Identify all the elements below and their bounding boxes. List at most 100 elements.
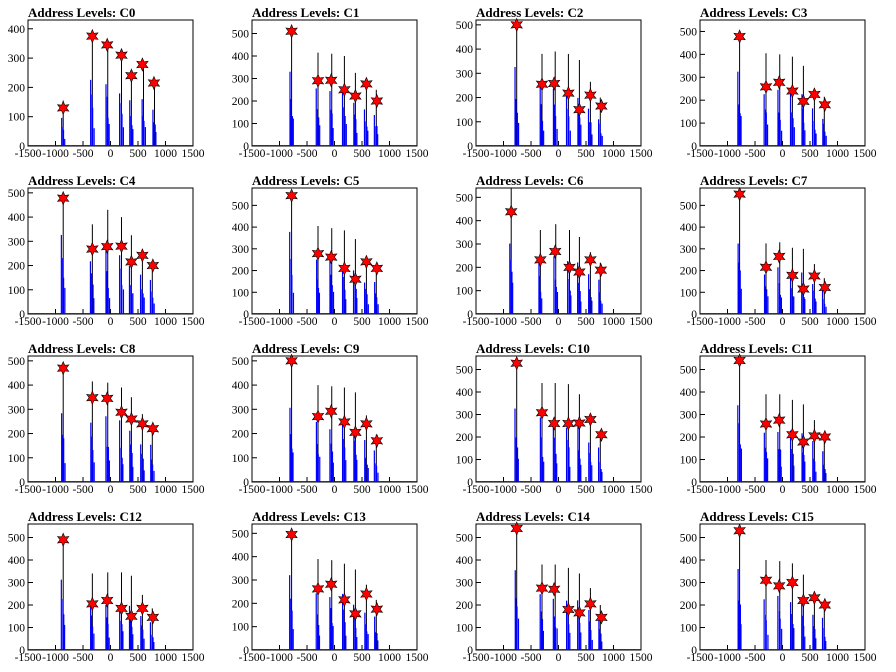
- peak-cluster: [61, 363, 66, 482]
- y-tick-label: 400: [8, 24, 26, 36]
- x-tick-label: -1000: [266, 316, 293, 328]
- peak-cluster: [105, 572, 110, 650]
- peak-cluster: [737, 31, 742, 146]
- peak-marker: [772, 75, 786, 90]
- x-tick-label: 1000: [826, 484, 849, 496]
- chart-panel-c12: Address Levels: C12 0 100 200 300 400 500 -1500…: [8, 509, 205, 664]
- chart-panel-c2: Address Levels: C20100200300400500-1500-…: [456, 5, 653, 160]
- peak-marker: [285, 353, 298, 369]
- peak-marker: [146, 258, 160, 273]
- peak-marker: [360, 254, 373, 270]
- peak-marker: [311, 409, 325, 424]
- y-tick-label: 200: [232, 96, 250, 108]
- y-tick-label: 200: [8, 429, 26, 441]
- peak-cluster: [801, 574, 806, 650]
- x-tick-label: -1500: [15, 316, 42, 328]
- peak-marker: [100, 37, 114, 53]
- y-tick-label: 0: [467, 477, 473, 489]
- y-tick-label: 300: [680, 578, 698, 590]
- peak-marker: [311, 73, 325, 89]
- x-tick-label: -1000: [490, 652, 517, 664]
- y-tick-label: 400: [232, 380, 250, 392]
- peak-marker: [125, 608, 138, 624]
- peak-cluster: [341, 230, 347, 314]
- x-tick-label: 0: [108, 316, 114, 328]
- peak-marker: [759, 79, 773, 95]
- x-tick-label: 500: [801, 148, 819, 160]
- y-tick-label: 200: [680, 95, 698, 107]
- peak-cluster: [552, 564, 558, 650]
- y-tick-label: 300: [680, 244, 698, 256]
- y-tick-label: 100: [232, 287, 250, 299]
- y-tick-label: 200: [456, 600, 474, 612]
- x-tick-label: 500: [577, 652, 595, 664]
- peak-cluster: [329, 560, 334, 650]
- x-tick-label: 0: [556, 484, 562, 496]
- peak-cluster: [538, 230, 543, 314]
- peak-marker: [370, 261, 384, 276]
- peak-marker: [786, 575, 799, 590]
- peak-marker: [338, 592, 351, 608]
- y-tick-label: 0: [19, 645, 25, 657]
- x-tick-label: 1000: [826, 148, 849, 160]
- plot-frame: [251, 355, 418, 483]
- peak-marker: [534, 252, 547, 268]
- peak-marker: [818, 429, 832, 445]
- peak-marker: [808, 268, 821, 284]
- panel-title: Address Levels: C1: [252, 5, 359, 20]
- peak-cluster: [552, 383, 558, 482]
- y-tick-label: 0: [19, 477, 25, 489]
- y-tick-label: 0: [243, 309, 249, 321]
- peak-cluster: [363, 87, 369, 146]
- peak-marker: [360, 76, 373, 92]
- peak-marker: [338, 414, 351, 430]
- peak-marker: [797, 281, 810, 297]
- y-tick-label: 400: [232, 552, 250, 564]
- peak-cluster: [539, 383, 545, 482]
- peak-marker: [733, 353, 746, 368]
- x-tick-label: 1500: [630, 148, 653, 160]
- peak-cluster: [777, 54, 783, 146]
- peak-marker: [115, 601, 128, 616]
- x-tick-label: -1500: [463, 484, 490, 496]
- x-tick-label: 1500: [854, 652, 877, 664]
- y-tick-label: 0: [19, 309, 25, 321]
- panel-title: Address Levels: C9: [252, 341, 360, 356]
- peak-cluster: [329, 228, 335, 314]
- x-tick-label: 0: [108, 652, 114, 664]
- y-tick-label: 0: [19, 141, 25, 153]
- peak-marker: [100, 391, 114, 406]
- peak-cluster: [553, 224, 559, 314]
- x-tick-label: 1000: [602, 652, 625, 664]
- x-tick-label: 1000: [378, 652, 401, 664]
- x-tick-label: -1000: [714, 148, 741, 160]
- x-tick-label: 1000: [154, 484, 177, 496]
- y-tick-label: 300: [456, 239, 474, 251]
- chart-panel-c1: Address Levels: C10100200300400500-1500-…: [232, 5, 429, 160]
- x-tick-label: 1500: [854, 484, 877, 496]
- peak-marker: [786, 427, 799, 443]
- panel-title: Address Levels: C5: [252, 173, 360, 188]
- x-tick-label: 1500: [406, 652, 429, 664]
- peak-marker: [547, 76, 561, 91]
- y-tick-label: 400: [456, 555, 474, 567]
- x-tick-label: 500: [353, 148, 371, 160]
- peak-marker: [324, 576, 338, 592]
- x-tick-label: 1500: [854, 316, 877, 328]
- x-tick-label: 500: [577, 148, 595, 160]
- x-tick-label: 1500: [182, 316, 205, 328]
- x-tick-label: -500: [744, 484, 765, 496]
- y-tick-label: 100: [680, 287, 698, 299]
- x-tick-label: -500: [296, 484, 317, 496]
- x-tick-label: 0: [332, 148, 338, 160]
- peak-marker: [360, 586, 373, 602]
- panel-title: Address Levels: C15: [700, 509, 814, 524]
- x-tick-label: 0: [556, 316, 562, 328]
- y-tick-label: 300: [456, 68, 474, 80]
- plot-frame: [475, 19, 642, 147]
- y-tick-label: 400: [680, 387, 698, 399]
- y-tick-label: 100: [232, 622, 250, 634]
- peak-cluster: [60, 194, 66, 314]
- peak-cluster: [289, 191, 295, 314]
- peak-cluster: [315, 385, 321, 482]
